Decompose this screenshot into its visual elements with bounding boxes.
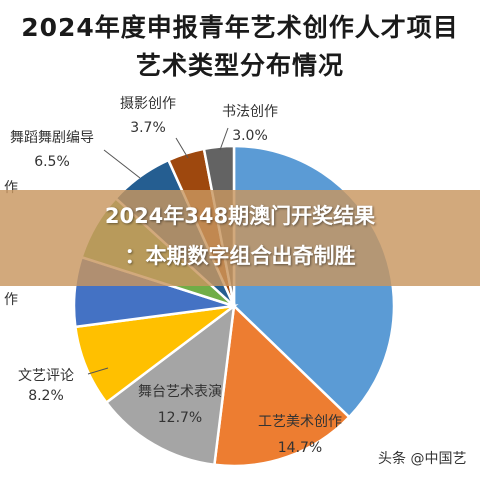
slice-value-label-3: 8.2%	[28, 388, 64, 404]
leader-lines	[87, 127, 229, 375]
slice-label-7: 摄影创作	[120, 96, 176, 112]
leader-line-7	[175, 137, 189, 159]
slice-label-8: 书法创作	[222, 104, 278, 120]
partial-label-1: 作	[4, 292, 18, 308]
banner-subline: ：本期数字组合出奇制胜	[124, 244, 356, 268]
chart-title-line-1: 2024年度申报青年艺术创作人才项目	[21, 13, 459, 42]
leader-line-3	[87, 367, 109, 375]
slice-value-label-8: 3.0%	[232, 128, 268, 144]
pie-slice-2	[104, 303, 236, 467]
slice-value-label-7: 3.7%	[130, 120, 166, 136]
slice-value-label-6: 6.5%	[34, 154, 70, 170]
slice-label-3: 文艺评论	[18, 368, 74, 384]
leader-line-8	[219, 127, 229, 151]
leader-line-6	[103, 149, 141, 179]
slice-label-1: 工艺美术创作	[258, 414, 342, 430]
chart-title-line-2: 艺术类型分布情况	[135, 51, 344, 80]
overlay-banner: 2024年348期澳门开奖结果 ：本期数字组合出奇制胜	[0, 190, 480, 286]
slice-labels: 工艺美术创作 14.7% 舞台艺术表演 12.7% 文艺评论 8.2% 舞蹈舞剧编导 6.5%…	[4, 96, 342, 456]
slice-label-6: 舞蹈舞剧编导	[10, 130, 94, 146]
slice-value-label-2: 12.7%	[158, 410, 202, 426]
source-watermark: 头条 @中国艺	[372, 444, 480, 474]
pie-slice-1	[212, 303, 351, 468]
slice-label-2: 舞台艺术表演	[138, 384, 222, 400]
banner-headline: 2024年348期澳门开奖结果	[104, 204, 376, 228]
slice-value-label-1: 14.7%	[278, 440, 322, 456]
